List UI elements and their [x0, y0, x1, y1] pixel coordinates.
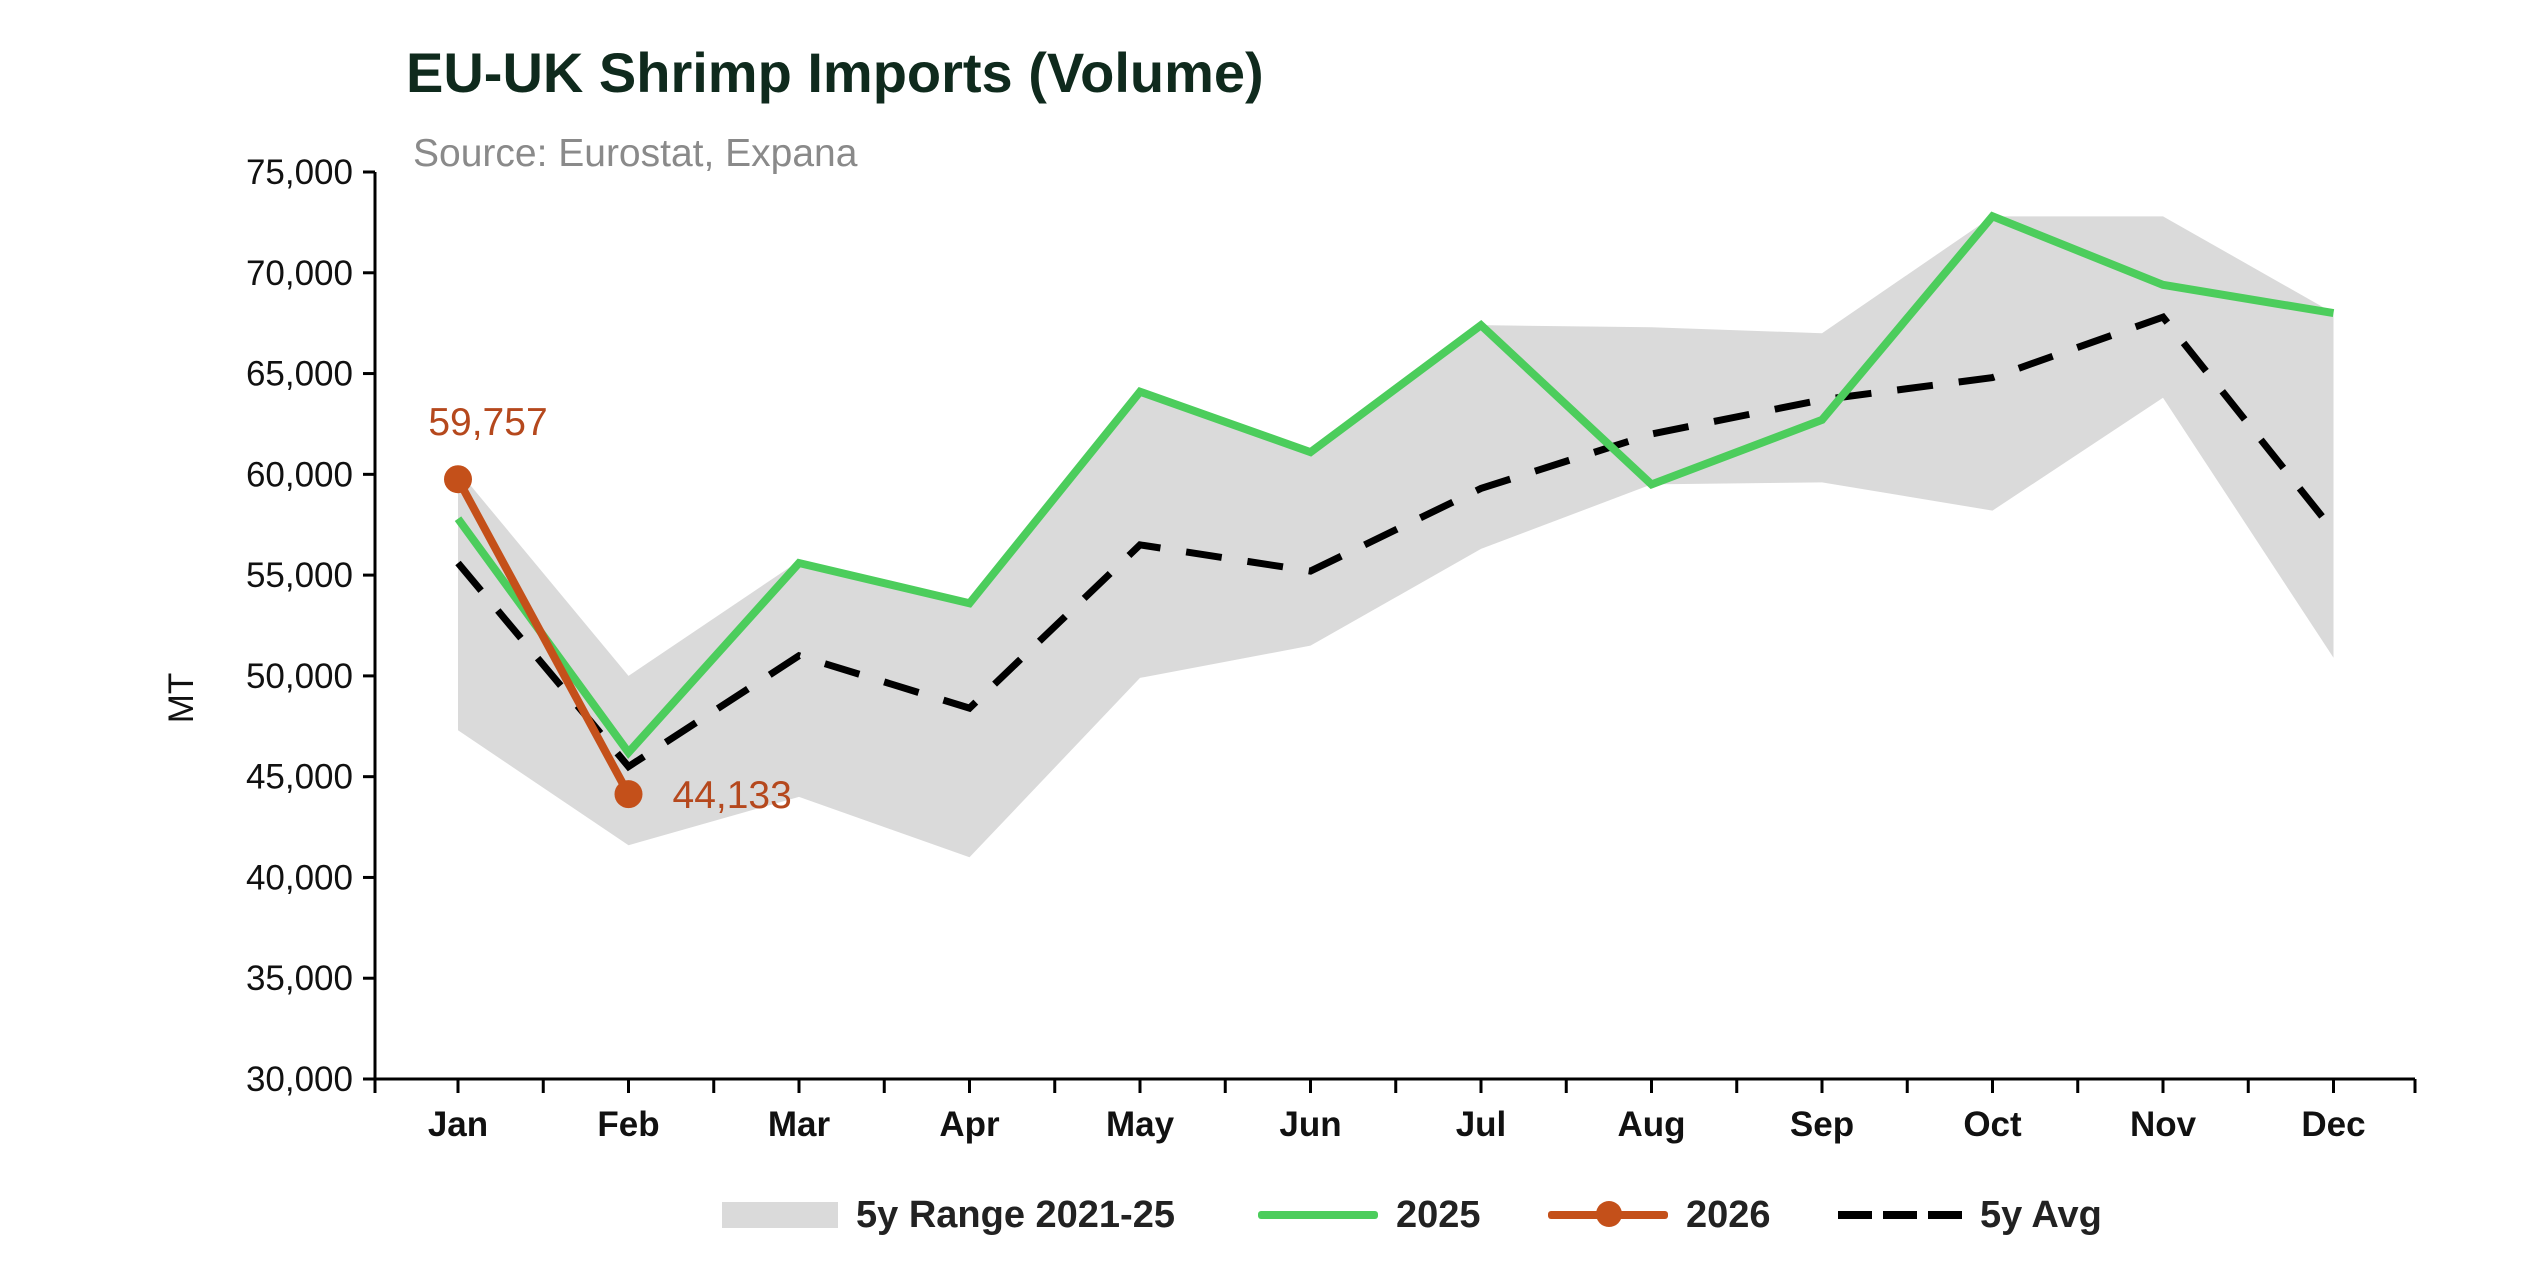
x-tick-label: Oct — [1963, 1105, 2022, 1144]
chart-subtitle: Source: Eurostat, Expana — [413, 132, 858, 175]
y-axis-label: MT — [162, 673, 201, 724]
x-tick-label: May — [1106, 1105, 1175, 1144]
x-tick-label: Jul — [1456, 1105, 1507, 1144]
legend-swatch-2026 — [1548, 1201, 1668, 1227]
legend: 5y Range 2021-25 2025 2026 5y Avg — [0, 1180, 2525, 1250]
x-tick-label: Jan — [428, 1105, 488, 1144]
legend-label-2025: 2025 — [1396, 1193, 1481, 1236]
x-tick-label: Dec — [2301, 1105, 2365, 1144]
y-tick-label: 50,000 — [246, 657, 353, 696]
series-line-2025 — [454, 211, 2335, 759]
legend-label-range: 5y Range 2021-25 — [856, 1193, 1175, 1236]
legend-item-5y-avg: 5y Avg — [1838, 1180, 2102, 1250]
data-label-2026-feb: 44,133 — [673, 774, 792, 817]
series-marker-2026 — [614, 780, 643, 809]
legend-swatch-2025 — [1258, 1211, 1378, 1219]
y-tick-label: 60,000 — [246, 455, 353, 494]
y-tick-label: 70,000 — [246, 254, 353, 293]
legend-item-range: 5y Range 2021-25 — [722, 1180, 1175, 1250]
y-tick-label: 40,000 — [246, 858, 353, 897]
y-tick-label: 45,000 — [246, 758, 353, 797]
y-tick-label: 35,000 — [246, 959, 353, 998]
legend-label-5y-avg: 5y Avg — [1980, 1193, 2102, 1236]
y-tick-label: 65,000 — [246, 355, 353, 394]
y-tick-label: 75,000 — [246, 153, 353, 192]
legend-item-2026: 2026 — [1548, 1180, 1771, 1250]
series-line-5y-avg — [455, 312, 2337, 772]
series-line-2026 — [454, 477, 633, 797]
legend-swatch-5y-avg — [1838, 1211, 1962, 1219]
x-tick-label: Nov — [2130, 1105, 2197, 1144]
legend-marker-2026 — [1596, 1201, 1622, 1227]
x-tick-label: Jun — [1279, 1105, 1341, 1144]
y-tick-label: 30,000 — [246, 1060, 353, 1099]
x-tick-label: Apr — [939, 1105, 1000, 1144]
x-tick-label: Mar — [768, 1105, 831, 1144]
series-marker-2026 — [444, 465, 472, 494]
data-label-2026-jan: 59,757 — [428, 401, 547, 444]
chart-title: EU-UK Shrimp Imports (Volume) — [406, 41, 1264, 104]
legend-swatch-range — [722, 1202, 838, 1228]
x-tick-label: Feb — [597, 1105, 659, 1144]
legend-item-2025: 2025 — [1258, 1180, 1481, 1250]
y-tick-label: 55,000 — [246, 556, 353, 595]
range-band — [458, 216, 2334, 858]
legend-label-2026: 2026 — [1686, 1193, 1771, 1236]
x-tick-label: Aug — [1617, 1105, 1685, 1144]
x-tick-label: Sep — [1790, 1105, 1854, 1144]
